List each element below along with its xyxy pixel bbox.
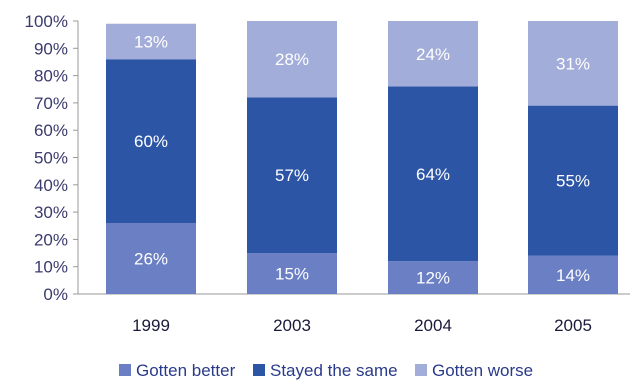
x-category-label: 1999 [132,316,170,335]
data-label: 26% [134,250,168,269]
bar-segment [106,223,196,294]
bar-segment [388,21,478,87]
x-category-label: 2003 [273,316,311,335]
y-tick-label: 30% [34,203,68,222]
data-label: 60% [134,132,168,151]
data-label: 24% [416,45,450,64]
y-tick-label: 10% [34,258,68,277]
data-label: 64% [416,165,450,184]
bar-segment [106,23,196,60]
bar-segment [528,21,618,106]
bar-segment [247,21,337,98]
y-tick-label: 100% [25,12,68,31]
bar-segment [528,105,618,256]
data-labels: 26% 60% 13% 15% 57% 28% 12% 64% 24% 14% 55% 31% [134,32,590,287]
bar-segment [388,86,478,262]
legend: Gotten better Stayed the same Gotten worse [119,361,533,380]
data-label: 14% [556,266,590,285]
data-label: 55% [556,172,590,191]
bar-segment [388,261,478,294]
x-category-label: 2004 [414,316,452,335]
legend-label: Stayed the same [270,361,398,380]
y-tick-label: 20% [34,230,68,249]
data-label: 28% [275,50,309,69]
data-label: 12% [416,269,450,288]
bar-segment [106,59,196,224]
legend-swatch [119,364,131,376]
legend-label: Gotten better [136,361,236,380]
y-tick-label: 70% [34,94,68,113]
bar-segment [528,255,618,294]
y-tick-label: 80% [34,67,68,86]
data-label: 15% [275,265,309,284]
data-label: 57% [275,166,309,185]
bar-segment [247,97,337,254]
bar-segment [247,253,337,294]
data-label: 31% [556,54,590,73]
legend-swatch [253,364,265,376]
legend-label: Gotten worse [432,361,533,380]
legend-swatch [415,364,427,376]
data-label: 13% [134,32,168,51]
y-tick-label: 50% [34,149,68,168]
x-category-label: 2005 [554,316,592,335]
axes: 0% 10% 20% 30% 40% 50% 60% 70% 80% 90% 100% 1999 200… [25,12,630,335]
y-tick-label: 40% [34,176,68,195]
y-tick-label: 0% [43,285,68,304]
y-tick-label: 60% [34,121,68,140]
bars [106,21,618,294]
y-tick-label: 90% [34,39,68,58]
